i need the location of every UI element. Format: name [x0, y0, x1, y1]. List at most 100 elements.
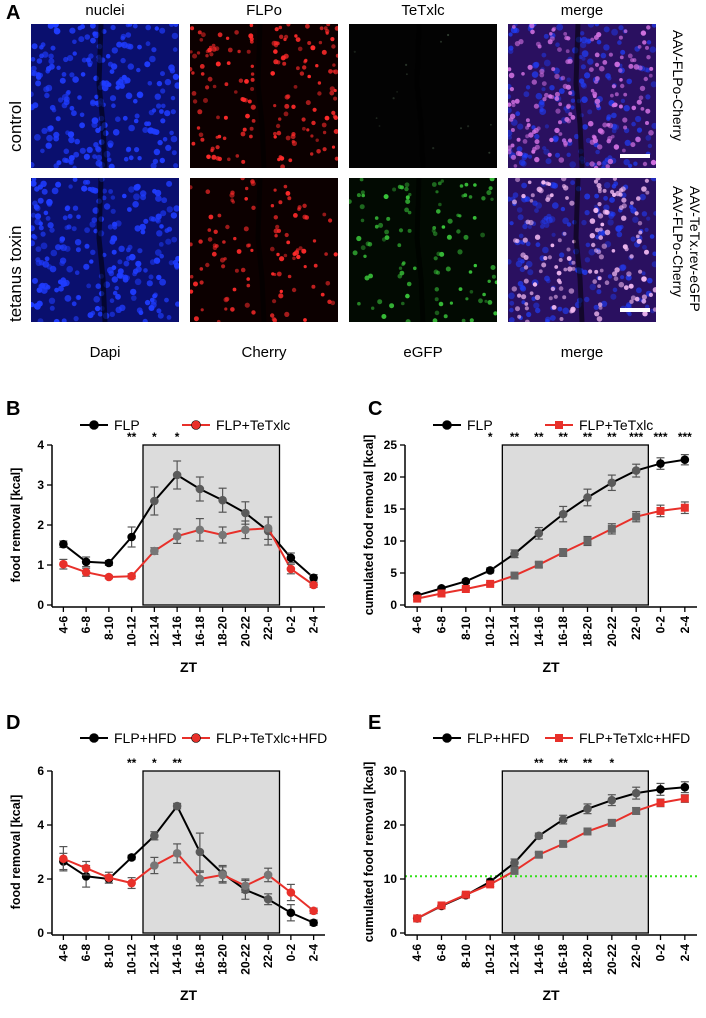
panel-letter-d: D — [6, 712, 21, 734]
chart-d-marker — [286, 908, 296, 918]
cell-dot — [110, 195, 116, 200]
cell-dot — [166, 180, 173, 187]
nucleus-dot — [542, 246, 549, 254]
nucleus-dot — [543, 59, 551, 67]
cell-dot — [521, 193, 526, 199]
chart-b-legend-marker-1 — [191, 420, 201, 430]
cell-dot — [638, 95, 644, 101]
panel-letter-e: E — [368, 712, 382, 734]
chart-e-ytick-label: 20 — [384, 818, 398, 832]
nucleus-dot — [564, 108, 570, 114]
cell-dot — [155, 213, 162, 220]
chart-b-xtick-label: 6-8 — [79, 616, 93, 634]
cell-dot — [68, 184, 73, 189]
cell-dot — [367, 242, 373, 247]
nucleus-dot — [574, 133, 580, 140]
chart-e-ytick-label: 0 — [390, 926, 397, 940]
nucleus-dot — [607, 219, 614, 226]
chart-d-ytick-label: 4 — [37, 818, 44, 832]
cell-dot — [359, 178, 364, 182]
cell-dot — [434, 310, 440, 316]
cell-dot — [594, 269, 599, 274]
cell-dot — [514, 98, 520, 104]
cell-dot — [413, 266, 417, 271]
cell-dot — [508, 72, 515, 79]
cell-dot — [145, 41, 151, 47]
cell-dot — [156, 230, 163, 237]
cell-dot — [33, 303, 38, 308]
cell-dot — [286, 24, 291, 27]
cell-dot — [279, 289, 283, 294]
cell-dot — [74, 239, 82, 246]
cell-dot — [618, 281, 625, 288]
cell-dot — [295, 37, 301, 42]
chart-e-significance: ** — [583, 756, 593, 770]
cell-dot — [464, 182, 469, 187]
nucleus-dot — [609, 197, 615, 203]
cell-dot — [645, 45, 649, 50]
chart-e-marker — [607, 818, 616, 827]
nucleus-dot — [585, 162, 590, 167]
chart-b-ytick-label: 4 — [37, 438, 44, 452]
cell-dot — [598, 227, 603, 232]
cell-dot — [127, 207, 132, 212]
cell-dot — [142, 127, 149, 133]
cell-dot — [240, 178, 245, 181]
chart-b-marker — [309, 573, 318, 583]
nucleus-dot — [623, 159, 630, 166]
cell-dot — [38, 221, 43, 226]
cell-dot — [521, 72, 525, 76]
nucleus-dot — [509, 307, 514, 313]
cell-dot — [353, 50, 356, 53]
cell-dot — [211, 43, 216, 48]
cell-dot — [123, 260, 130, 267]
cell-dot — [88, 53, 94, 59]
nucleus-dot — [596, 39, 602, 45]
cell-dot — [146, 280, 153, 287]
cell-dot — [533, 103, 539, 109]
nucleus-dot — [555, 152, 560, 158]
cell-dot — [299, 71, 305, 76]
nucleus-dot — [603, 195, 608, 201]
cell-dot — [631, 105, 637, 111]
cell-dot — [297, 207, 301, 211]
cell-dot — [87, 186, 92, 192]
cell-dot — [590, 37, 595, 42]
cell-dot — [41, 188, 48, 195]
chart-c-cumulated-food-removal: 0 5 10 15 20 25 4-6 6-8 8-10 10-12 12-14 14-16 16-18… — [362, 417, 697, 675]
cell-dot — [136, 91, 144, 99]
nucleus-dot — [546, 278, 551, 284]
cell-dot — [56, 160, 62, 166]
chart-c-xtick-label: 16-18 — [556, 616, 570, 647]
cell-dot — [527, 64, 533, 70]
cell-dot — [508, 149, 512, 155]
chart-e-xtick-label: 0-2 — [654, 944, 668, 962]
cell-dot — [531, 79, 537, 85]
cell-dot — [244, 302, 250, 308]
cell-dot — [276, 271, 282, 277]
cell-dot — [168, 64, 175, 71]
cell-dot — [212, 243, 217, 248]
cell-dot — [566, 256, 572, 261]
midline-ventricle — [255, 178, 267, 322]
chart-c-marker — [559, 548, 568, 557]
cell-dot — [149, 55, 156, 63]
cell-dot — [93, 296, 100, 303]
cell-dot — [641, 298, 647, 304]
cell-dot — [589, 218, 596, 224]
cell-dot — [66, 224, 72, 230]
nucleus-dot — [531, 71, 539, 78]
nucleus-dot — [552, 135, 559, 142]
cell-dot — [111, 47, 119, 54]
cell-dot — [40, 148, 45, 154]
cell-dot — [230, 198, 234, 202]
cell-dot — [556, 270, 562, 276]
nucleus-dot — [509, 300, 515, 306]
cell-dot — [627, 53, 633, 59]
cell-dot — [649, 66, 654, 71]
cell-dot — [365, 241, 371, 247]
cell-dot — [205, 85, 210, 90]
cell-dot — [126, 247, 131, 253]
chart-e-marker — [583, 804, 592, 814]
chart-e-marker — [680, 782, 690, 792]
